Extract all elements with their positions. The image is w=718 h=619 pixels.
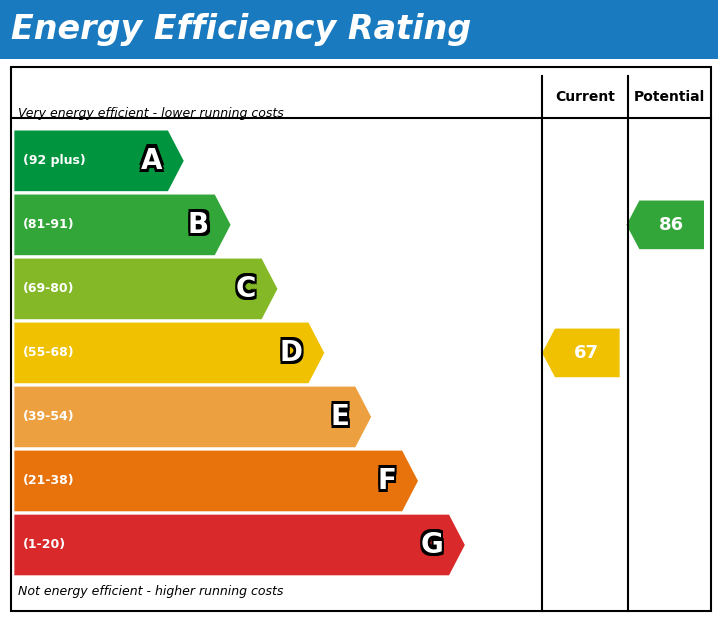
Polygon shape	[14, 259, 277, 319]
Text: E: E	[329, 400, 348, 428]
Text: F: F	[380, 464, 398, 491]
Text: Not energy efficient - higher running costs: Not energy efficient - higher running co…	[18, 586, 284, 599]
Polygon shape	[542, 329, 620, 377]
Polygon shape	[14, 322, 325, 383]
Text: B: B	[190, 214, 211, 242]
Text: A: A	[141, 144, 162, 171]
Text: B: B	[186, 207, 207, 235]
Text: 86: 86	[658, 216, 684, 234]
Text: D: D	[280, 339, 303, 367]
Text: E: E	[331, 400, 350, 428]
Text: D: D	[282, 335, 305, 363]
Text: F: F	[378, 470, 396, 498]
Text: (55-68): (55-68)	[23, 347, 75, 360]
Text: (81-91): (81-91)	[23, 219, 75, 232]
Text: C: C	[233, 279, 253, 306]
Text: (92 plus): (92 plus)	[23, 154, 85, 167]
Text: D: D	[278, 335, 301, 363]
Text: B: B	[190, 211, 211, 239]
Text: A: A	[143, 150, 164, 178]
Text: B: B	[188, 207, 209, 235]
Text: D: D	[278, 339, 301, 367]
Text: E: E	[329, 406, 348, 435]
Text: G: G	[423, 527, 445, 556]
Text: E: E	[331, 403, 350, 431]
Text: B: B	[188, 211, 209, 239]
Text: F: F	[376, 470, 394, 498]
Text: (1-20): (1-20)	[23, 539, 66, 552]
Text: A: A	[139, 150, 160, 178]
Text: F: F	[380, 470, 398, 498]
Polygon shape	[14, 514, 465, 575]
Text: G: G	[419, 527, 441, 556]
Text: D: D	[282, 342, 305, 370]
Text: (21-38): (21-38)	[23, 474, 75, 487]
Text: G: G	[421, 527, 443, 556]
Text: G: G	[419, 531, 441, 559]
Text: C: C	[236, 275, 256, 303]
Text: G: G	[421, 531, 443, 559]
Text: F: F	[376, 467, 394, 495]
Text: A: A	[141, 147, 162, 175]
Text: A: A	[143, 144, 164, 171]
Text: D: D	[282, 339, 305, 367]
Text: E: E	[333, 400, 352, 428]
Text: G: G	[423, 534, 445, 562]
Polygon shape	[14, 451, 418, 511]
Text: (69-80): (69-80)	[23, 282, 75, 295]
Text: E: E	[333, 406, 352, 435]
Text: E: E	[329, 403, 348, 431]
Text: B: B	[188, 214, 209, 242]
Text: Potential: Potential	[634, 90, 705, 103]
Text: E: E	[331, 406, 350, 435]
Text: D: D	[280, 342, 303, 370]
Text: C: C	[238, 275, 258, 303]
Text: Current: Current	[555, 90, 615, 103]
Text: (39-54): (39-54)	[23, 410, 75, 423]
Text: A: A	[139, 147, 160, 175]
Text: C: C	[236, 272, 256, 300]
Text: B: B	[186, 211, 207, 239]
Text: C: C	[236, 279, 256, 306]
Polygon shape	[14, 194, 230, 255]
Polygon shape	[14, 387, 371, 448]
Text: F: F	[378, 464, 396, 491]
Text: F: F	[376, 464, 394, 491]
Text: G: G	[419, 534, 441, 562]
Text: E: E	[333, 403, 352, 431]
Text: B: B	[190, 207, 211, 235]
Text: 67: 67	[574, 344, 599, 362]
Text: G: G	[423, 531, 445, 559]
Text: Energy Efficiency Rating: Energy Efficiency Rating	[11, 13, 471, 46]
Text: F: F	[380, 467, 398, 495]
Text: C: C	[238, 279, 258, 306]
Text: B: B	[186, 214, 207, 242]
Text: A: A	[141, 150, 162, 178]
Text: D: D	[280, 335, 303, 363]
Polygon shape	[626, 201, 704, 249]
Text: C: C	[233, 272, 253, 300]
Text: C: C	[233, 275, 253, 303]
Polygon shape	[14, 131, 184, 191]
Text: Very energy efficient - lower running costs: Very energy efficient - lower running co…	[18, 108, 284, 121]
Text: C: C	[238, 272, 258, 300]
Text: G: G	[421, 534, 443, 562]
Text: D: D	[278, 342, 301, 370]
Text: A: A	[143, 147, 164, 175]
Text: F: F	[378, 467, 396, 495]
Text: A: A	[139, 144, 160, 171]
